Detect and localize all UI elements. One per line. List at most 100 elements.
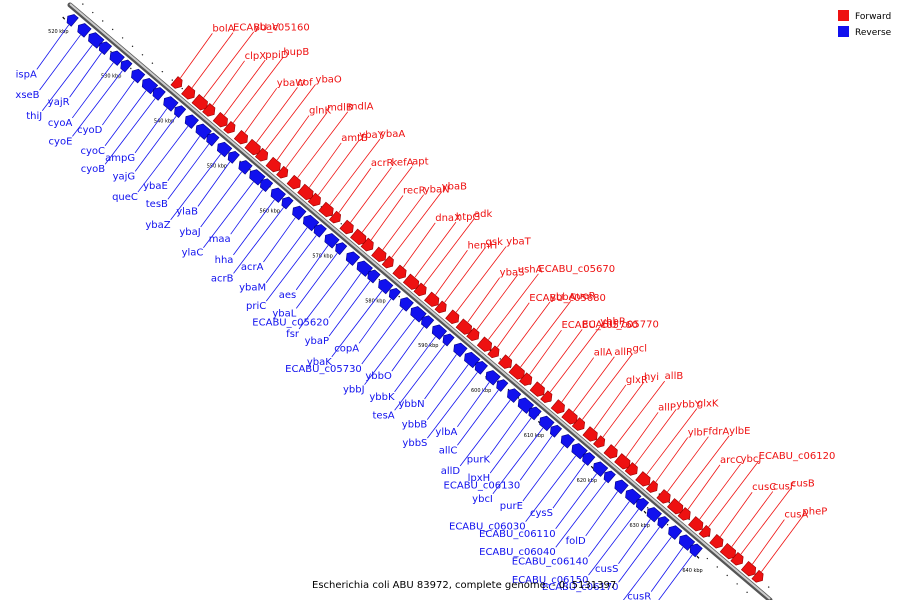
minor-tick [161,70,164,73]
gene-label-cusb: cusB [791,478,815,489]
leader-line-yban [382,194,425,251]
leader-line-copa [358,298,392,344]
leader-line-ybao [265,84,316,151]
gene-block-copa [388,287,401,301]
tick-label: 620 kbp [577,478,597,484]
gene-block-tesb [206,132,220,147]
leader-line-ylba [456,382,490,428]
gene-block-ecabu_c05760 [519,372,533,386]
gene-label-acrb: acrB [211,273,234,284]
gene-label-ybak: ybaK [307,357,332,368]
leader-line-usha [476,274,519,330]
gene-label-phep: pheP [802,507,827,518]
gene-label-kefa: kefA [392,157,414,168]
axis-highlight [69,3,771,600]
leader-line-clpx [212,60,245,106]
legend: Forward Reverse [838,10,892,38]
gene-label-fold: folD [566,536,586,547]
leader-line-ylbe [678,435,730,502]
minor-tick [646,507,649,509]
leader-line-ecabu_c05680 [497,302,530,348]
gene-label-xseb: xseB [15,90,39,101]
gene-block-bola [170,76,183,89]
leader-line-hha [233,199,275,256]
genome-axis [67,2,773,600]
leader-line-mdla [297,111,349,178]
gene-block-fsr [345,251,361,266]
gene-block-gcl [571,417,586,431]
leader-line-ybav [203,31,255,98]
gene-label-ylbe: ylbE [729,426,750,437]
minor-tick [110,50,112,53]
gene-block-acrr [328,210,342,224]
gene-label-ybaj: ybaJ [179,227,200,238]
gene-label-hha: hha [215,255,234,266]
gene-label-yban: ybaN [424,185,450,196]
gene-block-usha [466,327,480,342]
gene-label-mdlb: mdlB [327,103,353,114]
leader-line-ybam [265,227,308,283]
gene-block-ybaj [238,160,253,175]
gene-block-cyoe [120,59,133,73]
gene-label-ybaa: ybaA [380,129,405,140]
gene-block-ybap [367,269,381,284]
leader-line-allb [614,380,665,448]
gene-label-cyoe: cyoE [49,136,73,147]
gene-label-ecabu_c06130: ECABU_c06130 [444,480,521,491]
leader-line-phep [761,516,803,572]
gene-label-ybaz: ybaZ [145,220,170,231]
leader-line-cyoa [71,62,114,119]
leader-line-gcl [582,353,633,420]
leader-line-alld [459,399,511,467]
gene-label-pric: priC [246,301,266,312]
leader-line-hupb [232,56,284,124]
tick-label: 520 kbp [48,29,68,35]
legend-label-forward: Forward [855,12,891,22]
gene-block-allb [603,444,618,459]
gene-label-ecabu_c06110: ECABU_c06110 [479,529,556,540]
leader-line-cyob [104,98,156,165]
gene-label-ybbs: ybbS [402,438,427,449]
leader-line-cusc [719,492,753,537]
leader-line-hyi [602,381,645,438]
gene-block-glnk [265,156,281,173]
gene-block-ylbe [666,498,684,515]
gene-block-tesa [442,333,455,347]
leader-line-fsr [298,262,350,330]
gene-features [66,14,764,583]
gene-label-ybbk: ybbK [369,392,395,403]
gene-label-gcl: gcl [632,344,647,355]
gene-block-ybbs [474,360,488,375]
leader-line-ybae [167,136,201,181]
gene-block-recr [360,237,374,252]
leader-line-ecabu_c06180 [622,536,672,600]
leader-line-ecabu_c06170 [618,526,660,583]
gene-label-allr: allR [614,347,633,358]
gene-label-cyod: cyoD [77,125,103,136]
leader-line-glxr [593,384,627,430]
gene-block-ecabu_c06150 [635,497,650,512]
legend-label-reverse: Reverse [855,28,892,38]
gene-label-ecabu_c06040: ECABU_c06040 [479,547,556,558]
leader-line-cuss [618,519,651,565]
leader-line-ybaj [200,171,242,228]
gene-block-fdra [656,489,671,504]
leader-line-ybbb [426,364,469,420]
legend-swatch-forward [838,10,849,21]
gene-label-ybat: ybaT [506,236,531,247]
tick-label: 600 kbp [471,388,491,394]
gene-block-ecabu_c06040 [603,470,616,484]
gene-block-ybak [378,278,394,295]
leader-line-ybbp [549,326,601,393]
minor-tick [746,591,748,594]
gene-label-cusc: cusC [752,482,776,493]
leader-line-cusf [731,491,774,547]
gene-label-ecabu_c05770: ECABU_c05770 [582,319,659,330]
gene-block-pric [313,224,327,238]
gene-label-alla: allA [594,348,613,359]
minor-tick [726,574,728,577]
leader-line-ybbs [427,372,478,439]
minor-tick [706,557,709,560]
gene-block-hemh [423,291,440,307]
